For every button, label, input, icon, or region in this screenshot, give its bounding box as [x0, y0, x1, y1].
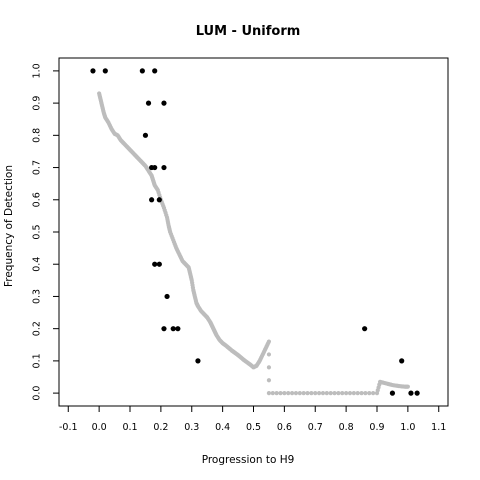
y-tick-label: 0.5: [32, 224, 43, 239]
y-tick-label: 0.4: [32, 257, 43, 272]
x-axis-label: Progression to H9: [202, 454, 295, 466]
smooth-point: [309, 391, 314, 396]
smooth-point: [266, 365, 272, 370]
x-tick-label: 0.6: [277, 422, 292, 433]
smooth-point: [324, 391, 329, 396]
smooth-point: [266, 391, 272, 396]
smooth-point: [286, 391, 291, 396]
y-tick-label: 0.7: [32, 160, 43, 175]
x-tick-label: 1.0: [400, 422, 415, 433]
x-tick-label: -0.1: [59, 422, 78, 433]
y-tick-label: 0.1: [32, 353, 43, 368]
observed-point: [399, 358, 405, 364]
observed-point: [164, 293, 170, 300]
smooth-point: [301, 391, 306, 396]
x-tick-label: 0.1: [122, 422, 137, 433]
smooth-point: [371, 391, 376, 396]
observed-point: [149, 197, 155, 203]
observed-point: [90, 68, 96, 74]
plot-border: [58, 57, 449, 407]
smooth-point: [405, 384, 410, 389]
observed-point: [156, 197, 162, 203]
smooth-point: [282, 391, 287, 396]
smooth-point: [278, 391, 283, 396]
x-axis: -0.1 0.0 0.1 0.2 0.3 0.4 0.5 0.6 0.7 0.8 0.9 1.0 1.1: [59, 406, 446, 433]
observed-point: [156, 261, 162, 267]
smooth-point: [270, 391, 275, 396]
x-tick-label: 0.4: [215, 422, 230, 433]
observed-point: [102, 68, 108, 74]
y-tick-label: 0.6: [32, 192, 43, 207]
smooth-point: [289, 391, 295, 396]
observed-point: [389, 390, 396, 396]
smooth-point: [274, 391, 279, 396]
x-tick-label: 0.8: [339, 422, 354, 433]
smooth-point: [351, 391, 356, 396]
y-tick-label: 0.8: [32, 128, 43, 143]
observed-point: [161, 326, 167, 332]
smooth-point: [266, 352, 272, 357]
y-tick-label: 1.0: [32, 63, 43, 78]
smooth-point: [347, 391, 353, 396]
observed-point: [139, 68, 145, 74]
smooth-point: [305, 391, 310, 396]
y-tick-label: 0.3: [32, 289, 43, 304]
smooth-point: [363, 391, 368, 396]
smooth-point: [336, 391, 341, 396]
observed-point: [161, 164, 167, 171]
smooth-point: [367, 391, 372, 396]
smooth-point: [344, 391, 349, 396]
smooth-point: [293, 391, 299, 396]
smooth-point: [313, 391, 318, 396]
chart-title: LUM - Uniform: [196, 24, 301, 39]
x-tick-label: 0.3: [184, 422, 199, 433]
observed-point: [152, 68, 158, 74]
observed-point: [161, 100, 167, 106]
smooth-point: [266, 378, 272, 383]
y-tick-label: 0.0: [32, 386, 43, 401]
x-tick-label: 0.9: [369, 422, 384, 433]
smooth-point: [266, 339, 272, 344]
y-tick-label: 0.2: [32, 321, 43, 336]
observed-point: [152, 164, 158, 171]
observed-point: [145, 100, 152, 106]
observed-point: [195, 358, 201, 364]
y-axis-label: Frequency of Detection: [3, 165, 15, 287]
observed-point: [175, 326, 181, 332]
x-tick-label: 1.1: [431, 422, 446, 433]
smooth-point: [332, 391, 337, 396]
observed-series: [90, 68, 420, 396]
observed-point: [408, 390, 414, 396]
observed-point: [152, 261, 158, 267]
y-axis: 0.0 0.1 0.2 0.3 0.4 0.5 0.6 0.7 0.8 0.9 1.0: [32, 63, 59, 401]
observed-point: [170, 326, 176, 332]
smooth-point: [328, 391, 333, 396]
smooth-point: [320, 391, 326, 396]
smooth-point: [340, 391, 345, 396]
plot-frame: [58, 57, 449, 407]
smooth-point: [359, 391, 364, 396]
y-tick-label: 0.9: [32, 96, 43, 111]
observed-point: [414, 390, 420, 396]
x-tick-label: 0.2: [153, 422, 168, 433]
x-tick-label: 0.0: [92, 422, 107, 433]
smooth-point: [317, 391, 322, 396]
observed-point: [142, 132, 149, 138]
smooth-point: [355, 391, 360, 396]
smooth-point: [297, 391, 302, 396]
x-tick-label: 0.7: [308, 422, 323, 433]
x-tick-label: 0.5: [246, 422, 261, 433]
observed-point: [362, 326, 368, 332]
